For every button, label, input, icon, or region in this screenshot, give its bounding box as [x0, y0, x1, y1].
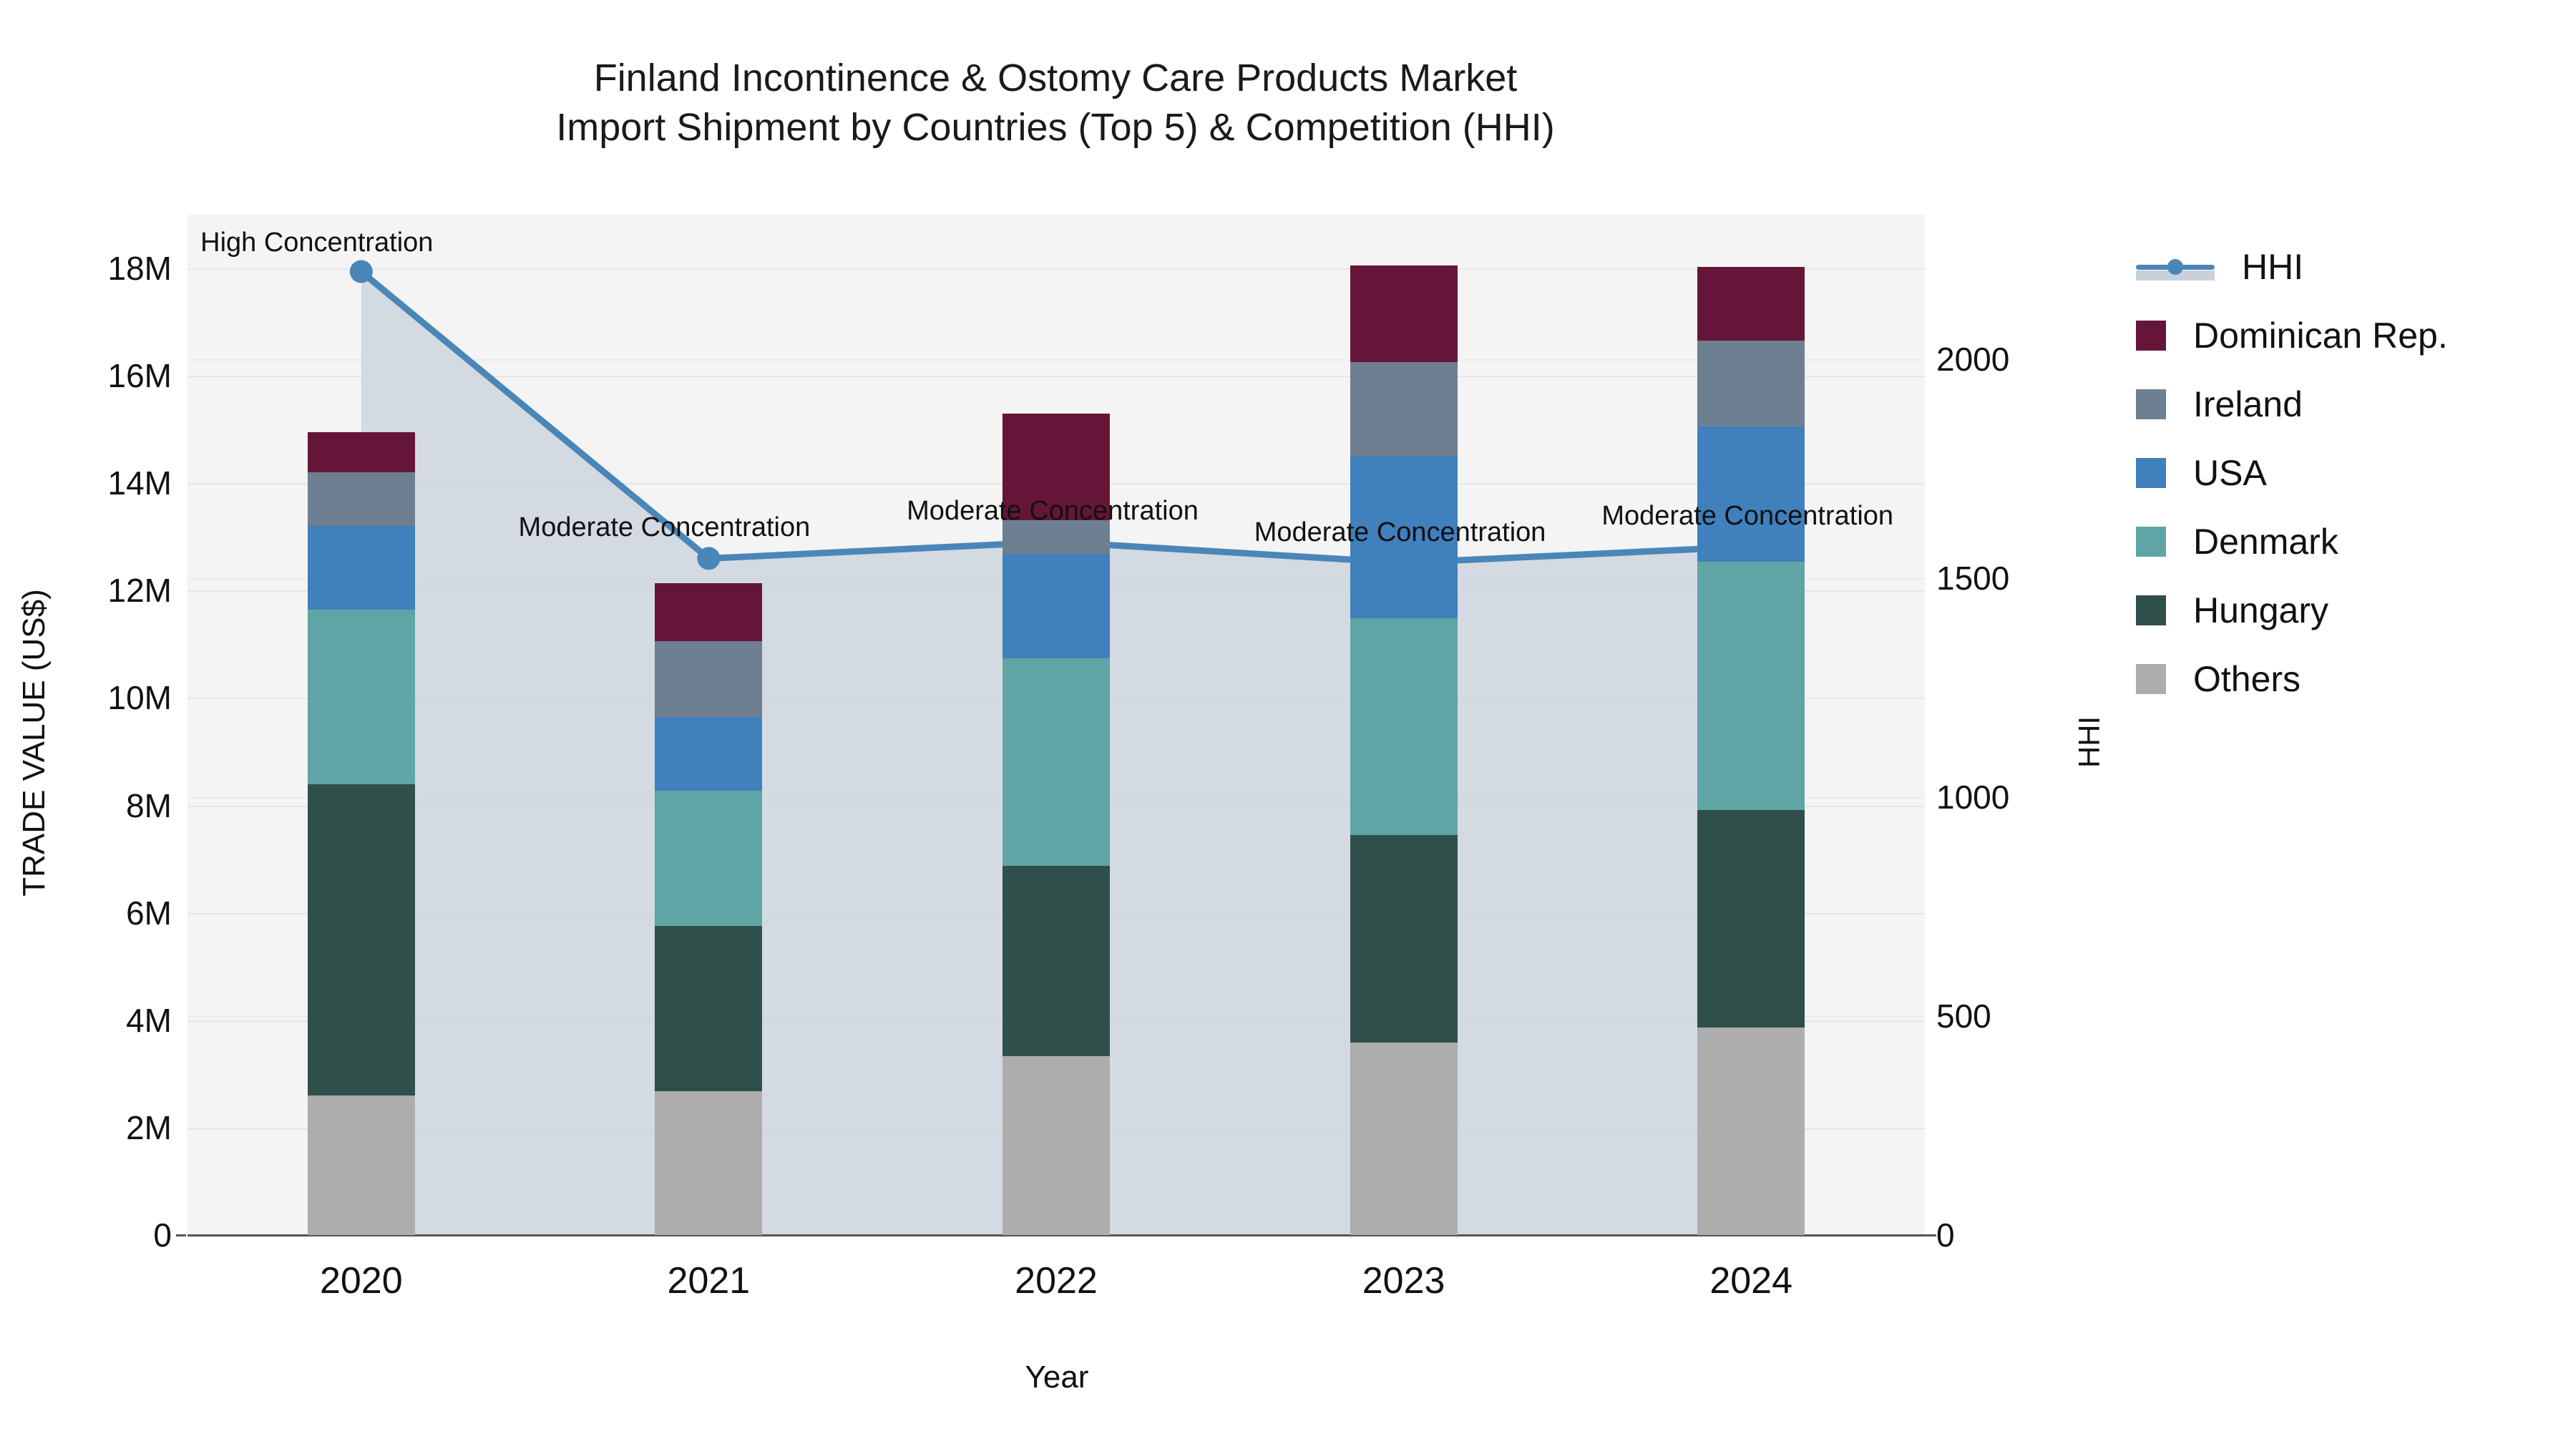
bar-segment: [1002, 414, 1110, 521]
bar-segment: [1350, 361, 1458, 457]
bar-segment: [655, 791, 763, 927]
y-axis-tick-label-left: 10M: [107, 679, 172, 717]
y-axis-tick-label-right: 0: [1936, 1216, 1955, 1254]
legend-item[interactable]: Denmark: [2136, 507, 2565, 576]
y-axis-tick-label-left: 4M: [126, 1001, 172, 1039]
bar-segment: [655, 926, 763, 1091]
bar-segment: [307, 610, 415, 784]
y-axis-tick-label-left: 16M: [107, 357, 172, 395]
y-axis-tick-label-right: 1000: [1936, 778, 2010, 816]
bar-segment: [1697, 810, 1805, 1028]
y-axis-tick-label-left: 8M: [126, 786, 172, 824]
legend-color-swatch: [2136, 389, 2166, 419]
y-axis-tick-label-left: 0: [153, 1216, 172, 1254]
legend-line-marker-icon: [2136, 252, 2215, 282]
hhi-data-point: [697, 547, 721, 570]
bar-segment: [1350, 1043, 1458, 1235]
y-axis-tick-label-left: 14M: [107, 464, 172, 502]
y-axis-tick-mark-right: [1926, 1234, 1936, 1236]
legend-item-label: Dominican Rep.: [2193, 316, 2448, 356]
bar-segment: [1350, 618, 1458, 835]
legend-item-label: Denmark: [2193, 522, 2338, 562]
legend-area-band: [2136, 270, 2215, 280]
legend-line-dot-icon: [2167, 259, 2183, 275]
gridline-right: [187, 358, 1925, 361]
bar-segment: [1697, 426, 1805, 562]
y-axis-title-right: HHI: [2072, 716, 2106, 769]
x-axis-title: Year: [1025, 1360, 1089, 1395]
concentration-annotation: Moderate Concentration: [518, 512, 811, 543]
concentration-annotation: Moderate Concentration: [1601, 500, 1894, 531]
bar-segment: [655, 716, 763, 791]
x-axis-tick-label: 2023: [1362, 1260, 1445, 1302]
chart-title-line2: Import Shipment by Countries (Top 5) & C…: [556, 106, 1555, 150]
x-axis-tick-label: 2022: [1015, 1260, 1098, 1302]
bar-segment: [1002, 520, 1110, 555]
bar-segment: [307, 1095, 415, 1235]
y-axis-title-left: TRADE VALUE (US$): [16, 589, 52, 897]
bar-segment: [1350, 265, 1458, 362]
legend-item[interactable]: HHI: [2136, 233, 2565, 301]
gridline-left: [187, 376, 1925, 378]
legend-item-label: Others: [2193, 659, 2301, 699]
bar-segment: [1002, 1056, 1110, 1235]
bar-segment: [1697, 1027, 1805, 1235]
legend-color-swatch: [2136, 458, 2166, 488]
legend-item[interactable]: Hungary: [2136, 576, 2565, 645]
bar-segment: [1002, 866, 1110, 1057]
y-axis-tick-label-right: 2000: [1936, 340, 2010, 378]
concentration-annotation: Moderate Concentration: [1254, 517, 1546, 547]
legend-item[interactable]: Dominican Rep.: [2136, 301, 2565, 370]
bar-segment: [307, 526, 415, 610]
bar-segment: [1697, 341, 1805, 426]
x-axis-tick-label: 2024: [1709, 1260, 1793, 1302]
gridline-left: [187, 268, 1925, 270]
y-axis-tick-label-right: 1500: [1936, 559, 2010, 597]
bar-segment: [655, 640, 763, 717]
bar-segment: [655, 582, 763, 641]
legend-color-swatch: [2136, 664, 2166, 694]
bar-segment: [1350, 457, 1458, 618]
bar-segment: [307, 784, 415, 1096]
legend-color-swatch: [2136, 595, 2166, 625]
bar-segment: [307, 472, 415, 527]
bar-segment: [1002, 658, 1110, 867]
chart-title-line1: Finland Incontinence & Ostomy Care Produ…: [593, 57, 1518, 99]
bar-segment: [655, 1091, 763, 1235]
concentration-annotation: Moderate Concentration: [907, 496, 1199, 527]
hhi-data-point: [349, 260, 373, 283]
x-axis-tick-label: 2020: [319, 1260, 403, 1302]
y-axis-tick-label-right: 500: [1936, 997, 1991, 1035]
concentration-annotation: High Concentration: [200, 227, 434, 258]
chart-title: Finland Incontinence & Ostomy Care Produ…: [0, 54, 2111, 152]
x-axis-tick-label: 2021: [667, 1260, 751, 1302]
legend-item[interactable]: Others: [2136, 645, 2565, 713]
y-axis-tick-label-left: 6M: [126, 894, 172, 932]
legend-item-label: HHI: [2242, 247, 2304, 287]
y-axis-tick-label-left: 2M: [126, 1108, 172, 1146]
x-axis-line: [187, 1234, 1926, 1236]
legend-item-label: Hungary: [2193, 590, 2328, 630]
legend-item[interactable]: USA: [2136, 439, 2565, 507]
legend-item[interactable]: Ireland: [2136, 370, 2565, 439]
bar-segment: [1697, 561, 1805, 811]
legend-color-swatch: [2136, 527, 2166, 557]
bar-segment: [307, 431, 415, 473]
legend-item-label: Ireland: [2193, 384, 2303, 424]
y-axis-tick-label-left: 12M: [107, 572, 172, 610]
legend: HHI Dominican Rep. Ireland USA Denmark Hungar…: [2136, 233, 2565, 713]
bar-segment: [1697, 266, 1805, 341]
legend-color-swatch: [2136, 321, 2166, 351]
y-axis-tick-mark-left: [176, 1234, 186, 1236]
legend-item-label: USA: [2193, 453, 2267, 493]
bar-segment: [1002, 554, 1110, 658]
bar-segment: [1350, 834, 1458, 1043]
y-axis-tick-label-left: 18M: [107, 250, 172, 288]
